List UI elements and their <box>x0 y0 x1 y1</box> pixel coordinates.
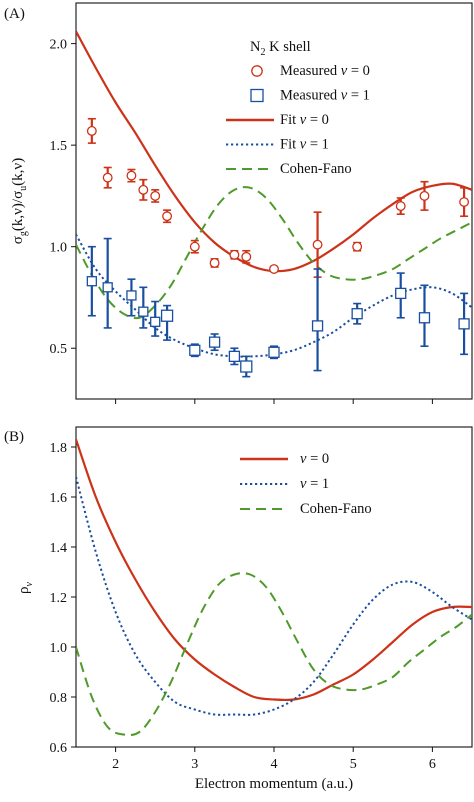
y-tick-label: 1.4 <box>50 541 68 556</box>
point-v0 <box>241 251 252 262</box>
panel-b-label: (B) <box>4 429 24 445</box>
point-v0 <box>229 249 240 260</box>
point-v0 <box>419 190 430 201</box>
point-v1 <box>150 316 161 327</box>
panel-b-legend: v = 0 v = 1 Cohen-Fano <box>240 451 372 517</box>
point-v0 <box>138 184 149 195</box>
curve-cohen <box>76 186 472 320</box>
y-tick-label: 1.0 <box>50 641 68 656</box>
point-v1 <box>86 276 97 287</box>
y-tick-label: 1.8 <box>50 441 68 456</box>
y-tick-label: 2.0 <box>50 38 68 53</box>
point-v0 <box>459 197 470 207</box>
panel-b: (B) 0.6 0.8 1.0 1.2 1.4 1.6 1.8 2 3 4 5 6 ρν Elect… <box>4 426 473 792</box>
y-tick-label: 0.5 <box>50 342 68 357</box>
panel-b-y-axis-label: ρν <box>16 581 35 594</box>
legend-marker-square <box>250 88 264 103</box>
point-v1 <box>189 344 201 356</box>
panel-a-y-axis-label: σg(k,ν)/σu(k,ν) <box>10 158 29 244</box>
panel-b-x-ticks: 2 3 4 5 6 <box>112 747 436 772</box>
point-v0 <box>102 172 113 183</box>
point-v1 <box>418 312 431 324</box>
point-v0 <box>209 257 220 268</box>
panel-a-points <box>86 117 470 378</box>
legend-label-meas1: Measured v = 1 <box>280 88 370 104</box>
point-v0 <box>312 239 323 250</box>
legend-label-v0: v = 0 <box>300 451 329 467</box>
panel-b-y-ticks: 0.6 0.8 1.0 1.2 1.4 1.6 1.8 <box>50 441 76 756</box>
curve-cohen <box>76 572 472 737</box>
point-v1 <box>458 318 470 330</box>
point-v0 <box>126 170 137 181</box>
legend-label-v1: v = 1 <box>300 476 329 492</box>
y-tick-label: 0.8 <box>50 691 68 706</box>
legend-label-fit0: Fit v = 0 <box>280 112 329 128</box>
point-v1 <box>228 350 241 363</box>
point-v1 <box>268 346 280 358</box>
point-v1 <box>102 282 113 293</box>
curve-v0 <box>76 439 472 702</box>
panel-a-x-ticks <box>115 399 433 404</box>
panel-b-x-axis-label: Electron momentum (a.u.) <box>195 776 353 792</box>
y-tick-label: 1.6 <box>50 491 68 506</box>
point-v0 <box>395 201 406 212</box>
panel-a-label: (A) <box>4 6 25 22</box>
panel-a-legend: N2 K shell Measured v = 0 Measured v = 1 F… <box>226 39 370 177</box>
point-v1 <box>240 360 253 373</box>
panel-a-legend-title: N2 K shell <box>250 39 311 58</box>
legend-marker-circle <box>251 65 263 77</box>
point-v0 <box>86 125 97 136</box>
point-v1 <box>395 287 407 300</box>
x-tick-label: 6 <box>429 757 436 772</box>
curve-v1 <box>76 476 472 716</box>
point-v1 <box>160 309 174 322</box>
panel-b-curves <box>76 439 472 737</box>
curve-fit0 <box>76 30 472 273</box>
x-tick-label: 4 <box>271 757 278 772</box>
panel-a-curves <box>76 30 472 358</box>
legend-label-fit1: Fit v = 1 <box>280 137 329 153</box>
point-v0 <box>189 241 200 252</box>
y-tick-label: 1.5 <box>50 139 68 154</box>
y-tick-label: 1.2 <box>50 591 68 606</box>
point-v0 <box>269 264 279 274</box>
y-tick-label: 1.0 <box>50 241 68 256</box>
y-tick-label: 0.6 <box>50 741 68 756</box>
point-v1 <box>311 320 324 332</box>
point-v0 <box>150 190 161 201</box>
panel-a-frame <box>75 2 473 400</box>
x-tick-label: 3 <box>191 757 198 772</box>
legend-label-cohen: Cohen-Fano <box>300 501 372 517</box>
panel-a: (A) 0.5 1.0 1.5 2.0 σg(k,ν)/σu(k,ν) N2 K sh… <box>4 2 473 404</box>
point-v1 <box>126 290 137 301</box>
x-tick-label: 2 <box>112 757 119 772</box>
panel-a-y-ticks: 0.5 1.0 1.5 2.0 <box>50 38 76 357</box>
legend-label-cohen: Cohen-Fano <box>280 161 352 177</box>
point-v0 <box>162 211 173 222</box>
legend-label-meas0: Measured v = 0 <box>280 63 370 79</box>
point-v1 <box>351 308 363 320</box>
point-v1 <box>208 336 221 348</box>
x-tick-label: 5 <box>350 757 357 772</box>
point-v0 <box>352 241 363 252</box>
point-v1 <box>138 306 149 317</box>
